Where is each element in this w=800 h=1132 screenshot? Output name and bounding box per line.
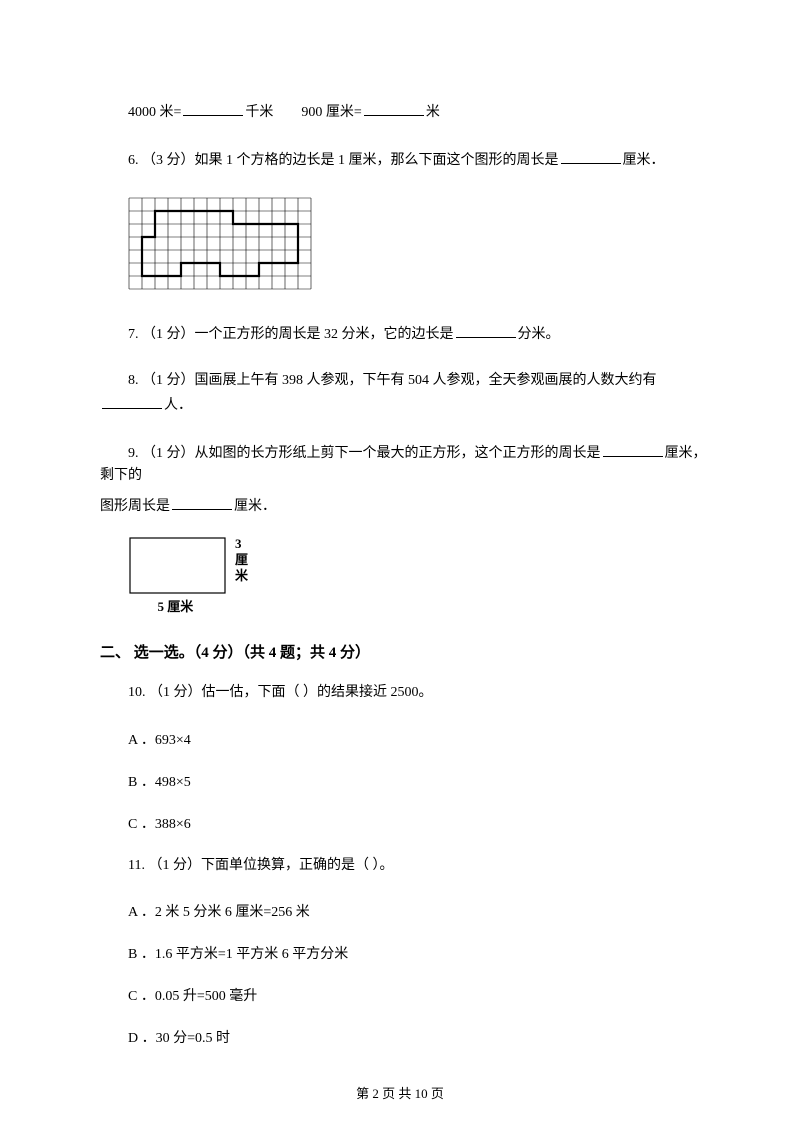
svg-text:厘: 厘 bbox=[235, 552, 248, 567]
q10-option-a: A ．693×4 bbox=[100, 729, 720, 749]
q9-line2-text: 图形周长是 bbox=[100, 499, 170, 514]
q7-text: 7. （1 分）一个正方形的周长是 32 分米，它的边长是 bbox=[128, 327, 454, 342]
q6-line: 6. （3 分）如果 1 个方格的边长是 1 厘米，那么下面这个图形的周长是 厘米… bbox=[100, 148, 720, 172]
q7-unit: 分米。 bbox=[518, 327, 560, 342]
svg-text:5 厘米: 5 厘米 bbox=[158, 599, 195, 614]
q5-unit1: 千米 bbox=[245, 105, 273, 120]
q11-option-d: D ．30 分=0.5 时 bbox=[100, 1027, 720, 1047]
q5-part1: 4000 米= bbox=[128, 105, 181, 120]
q10-option-b: B ．498×5 bbox=[100, 771, 720, 791]
blank bbox=[603, 441, 663, 457]
q11-option-b: B ．1.6 平方米=1 平方米 6 平方分米 bbox=[100, 943, 720, 963]
blank bbox=[364, 100, 424, 116]
q7-line: 7. （1 分）一个正方形的周长是 32 分米，它的边长是 分米。 bbox=[100, 322, 720, 346]
q10-option-c: C ．388×6 bbox=[100, 813, 720, 833]
q10-line: 10. （1 分）估一估，下面（ ）的结果接近 2500。 bbox=[100, 682, 720, 704]
q11-option-a: A ．2 米 5 分米 6 厘米=256 米 bbox=[100, 901, 720, 921]
page-footer: 第 2 页 共 10 页 bbox=[0, 1083, 800, 1102]
blank bbox=[102, 393, 162, 409]
q11-line: 11. （1 分）下面单位换算，正确的是（ ）。 bbox=[100, 855, 720, 877]
grid-figure bbox=[128, 197, 720, 298]
blank bbox=[183, 100, 243, 116]
blank bbox=[172, 494, 232, 510]
q9-unit2: 厘米． bbox=[234, 499, 276, 514]
section2-title: 二、 选一选。（4 分）（共 4 题；共 4 分） bbox=[100, 641, 720, 662]
svg-text:米: 米 bbox=[235, 568, 249, 583]
q9-text: 9. （1 分）从如图的长方形纸上剪下一个最大的正方形，这个正方形的周长是 bbox=[128, 446, 601, 461]
q8-line: 8. （1 分）国画展上午有 398 人参观，下午有 504 人参观，全天参观画… bbox=[100, 370, 720, 417]
q5-unit2: 米 bbox=[426, 105, 440, 120]
rect-figure: 3厘米 5 厘米 bbox=[128, 536, 720, 621]
q5-part2: 900 厘米= bbox=[301, 105, 361, 120]
q5-line: 4000 米= 千米 900 厘米= 米 bbox=[100, 100, 720, 124]
q11-option-c: C ．0.05 升=500 毫升 bbox=[100, 985, 720, 1005]
svg-text:3: 3 bbox=[235, 536, 242, 551]
q8-text: 8. （1 分）国画展上午有 398 人参观，下午有 504 人参观，全天参观画… bbox=[128, 373, 657, 388]
blank bbox=[561, 148, 621, 164]
q9-line2: 图形周长是 厘米． bbox=[100, 494, 720, 518]
q9-line1: 9. （1 分）从如图的长方形纸上剪下一个最大的正方形，这个正方形的周长是厘米，… bbox=[100, 441, 720, 488]
q8-unit: 人． bbox=[164, 398, 192, 413]
q6-unit: 厘米． bbox=[623, 153, 665, 168]
q6-text: 6. （3 分）如果 1 个方格的边长是 1 厘米，那么下面这个图形的周长是 bbox=[128, 153, 559, 168]
blank bbox=[456, 322, 516, 338]
